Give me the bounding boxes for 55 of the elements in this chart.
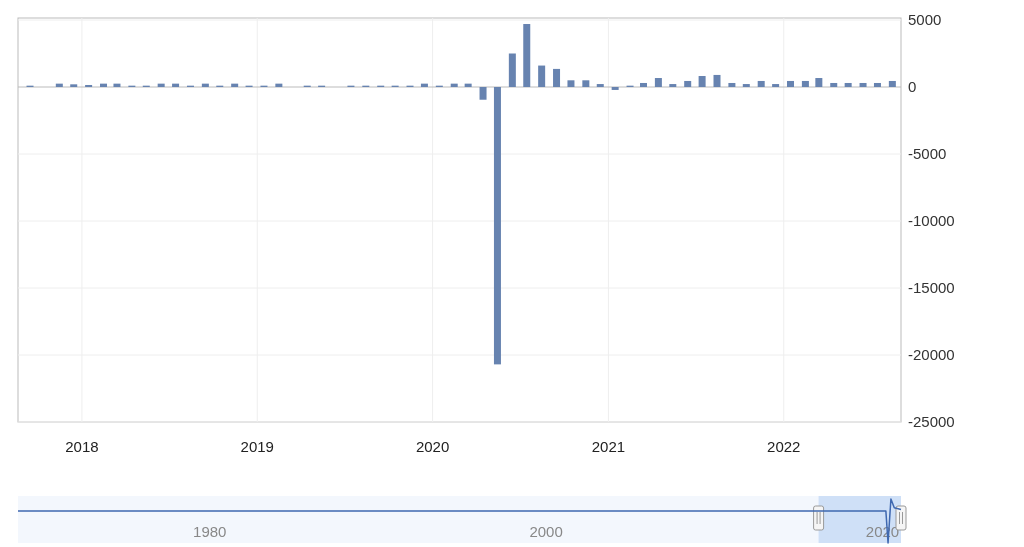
bar — [772, 84, 780, 87]
bar — [70, 84, 78, 87]
bar — [801, 80, 809, 87]
y-tick-label: -20000 — [908, 346, 955, 363]
bar — [888, 80, 896, 87]
bar — [873, 82, 881, 87]
bar — [201, 83, 209, 87]
bar — [538, 65, 546, 87]
bar — [479, 87, 487, 100]
bar — [787, 80, 795, 87]
y-tick-label: 5000 — [908, 11, 942, 28]
bar — [654, 78, 662, 87]
x-tick-label: 2020 — [415, 438, 450, 455]
x-tick-label: 2021 — [591, 438, 626, 455]
y-tick-label: 0 — [908, 78, 917, 95]
bar — [275, 83, 283, 87]
bar — [157, 83, 165, 87]
bar — [493, 87, 501, 365]
bar — [172, 83, 180, 87]
bar — [640, 82, 647, 87]
bar — [100, 83, 108, 87]
y-tick-label: -25000 — [908, 413, 955, 430]
bar — [830, 82, 838, 87]
x-tick-label: 1980 — [193, 523, 227, 540]
x-tick-label: 2018 — [65, 438, 99, 455]
bar — [742, 84, 750, 87]
bar — [567, 80, 575, 87]
bar — [553, 68, 561, 87]
bar — [596, 84, 604, 87]
bar — [582, 80, 590, 87]
bar — [85, 84, 93, 87]
bar — [420, 83, 428, 87]
bar — [55, 83, 63, 87]
bar — [859, 82, 867, 87]
bar — [684, 80, 692, 87]
bar — [815, 78, 823, 87]
y-tick-label: -10000 — [908, 212, 955, 229]
bar — [231, 83, 239, 87]
y-tick-label: -15000 — [908, 279, 955, 296]
x-tick-label: 2019 — [240, 438, 274, 455]
bar — [713, 74, 721, 87]
bar — [757, 80, 765, 87]
bar — [464, 83, 472, 87]
bar — [728, 82, 736, 87]
bar — [113, 83, 121, 87]
bar — [698, 76, 706, 87]
x-tick-label: 2000 — [529, 523, 563, 540]
bar — [523, 24, 531, 87]
bar — [611, 87, 619, 90]
x-tick-label: 2022 — [767, 438, 801, 455]
bar — [450, 83, 458, 87]
y-tick-label: -5000 — [908, 145, 947, 162]
bar — [669, 84, 677, 87]
bar — [844, 82, 852, 87]
bar — [508, 53, 516, 87]
